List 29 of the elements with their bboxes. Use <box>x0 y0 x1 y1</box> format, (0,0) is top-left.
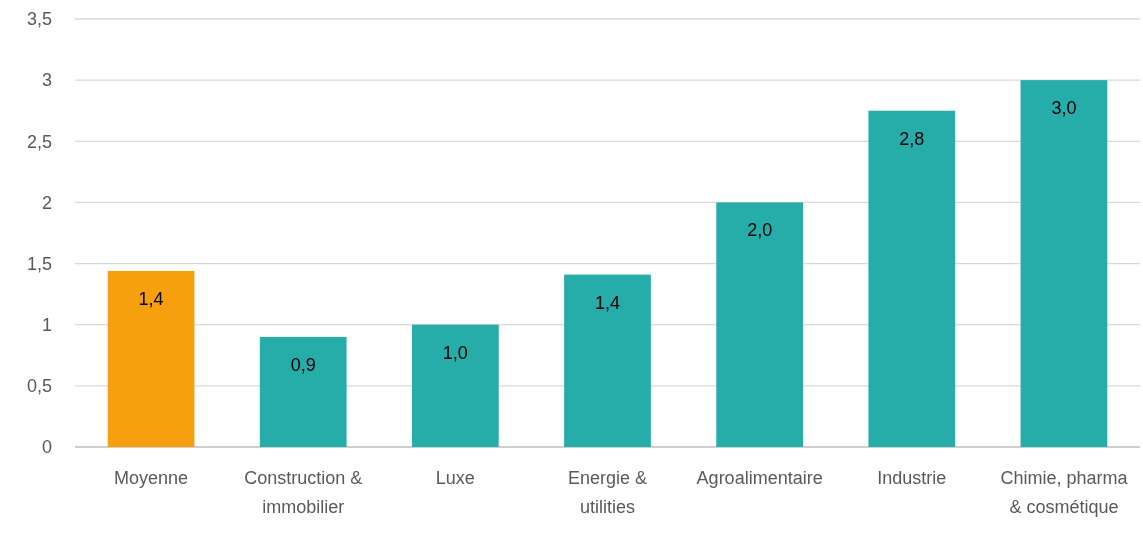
y-tick-label: 1 <box>41 315 52 336</box>
y-tick-label: 1,5 <box>26 253 52 274</box>
y-tick-label: 0 <box>41 437 52 458</box>
x-tick-label: Luxe <box>435 468 475 488</box>
bar <box>259 336 347 447</box>
data-label: 0,9 <box>290 354 316 375</box>
data-label: 1,4 <box>138 288 164 309</box>
data-label: 3,0 <box>1051 98 1077 119</box>
bar <box>1020 80 1108 447</box>
x-tick-label: Industrie <box>877 468 947 488</box>
bar <box>412 324 499 447</box>
bar <box>107 270 195 447</box>
data-label: 2,8 <box>899 128 925 149</box>
data-label: 1,0 <box>442 342 468 363</box>
bar <box>716 202 803 447</box>
bar <box>868 110 956 447</box>
y-tick-label: 2 <box>41 192 52 213</box>
x-tick-label: Moyenne <box>114 468 189 488</box>
x-tick-label: Agroalimentaire <box>696 468 823 488</box>
x-tick-label: Energie & utilities <box>567 468 648 517</box>
data-label: 1,4 <box>594 292 621 313</box>
y-tick-label: 3 <box>41 70 52 91</box>
data-label: 2,0 <box>747 220 773 241</box>
x-tick-label: Construction & immobilier <box>244 468 363 517</box>
y-tick-label: 2,5 <box>26 131 52 152</box>
x-tick-label: Chimie, pharma & cosmétique <box>1000 468 1129 517</box>
y-tick-label: 3,5 <box>26 9 52 30</box>
bar <box>564 274 651 447</box>
y-tick-label: 0,5 <box>26 376 52 397</box>
